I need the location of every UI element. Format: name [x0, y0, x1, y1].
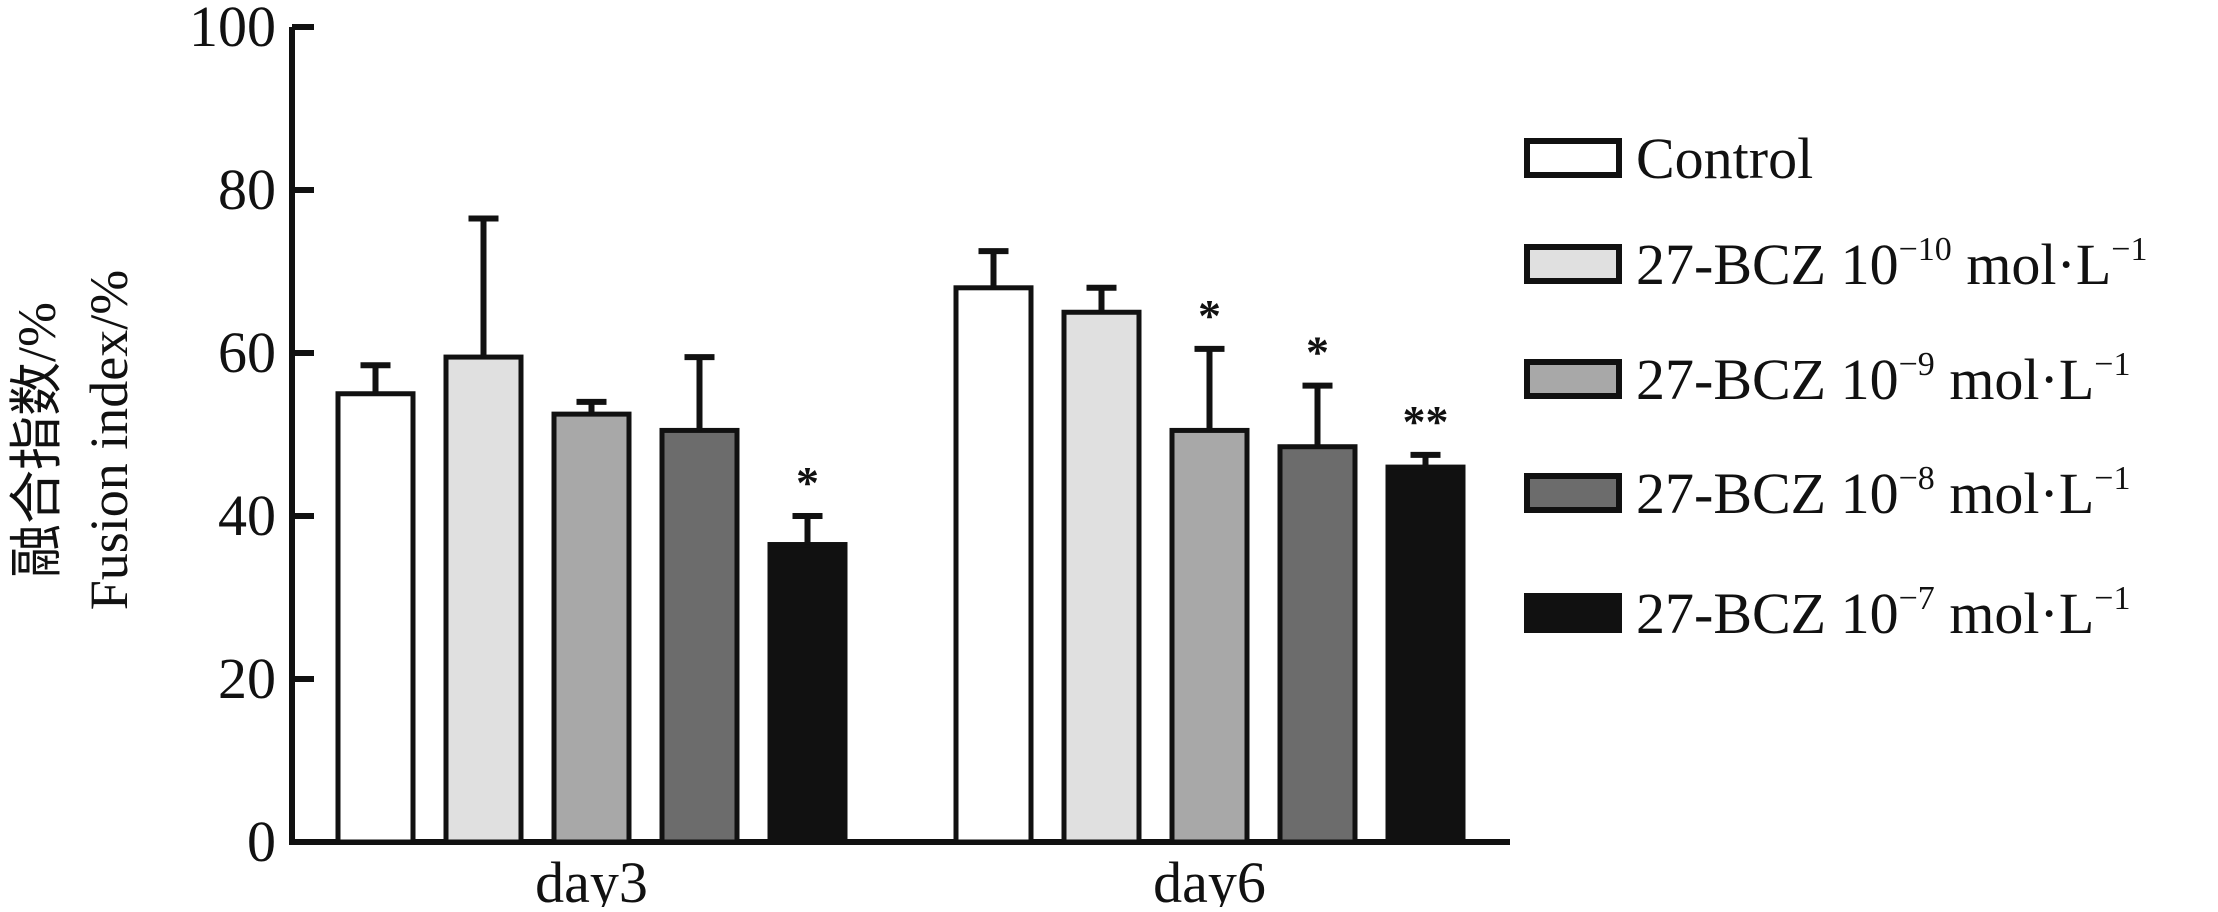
significance-label: * — [796, 457, 819, 508]
significance-label: * — [1198, 290, 1221, 341]
y-tick-label: 100 — [189, 0, 276, 59]
bar — [1277, 444, 1358, 845]
legend-swatch — [1524, 473, 1622, 513]
legend-swatch — [1524, 138, 1622, 178]
y-axis-title: Fusion index/% — [79, 270, 139, 611]
bar — [443, 354, 524, 845]
legend-swatch — [1524, 593, 1622, 633]
bar — [551, 411, 632, 845]
bar — [335, 391, 416, 845]
bar — [767, 542, 848, 845]
significance-label: ** — [1403, 396, 1449, 447]
y-axis-title-cn: 融合指数/% — [7, 302, 67, 578]
bar — [953, 285, 1034, 845]
x-tick-label: day6 — [1153, 850, 1266, 907]
legend-label: 27-BCZ 10−7 mol·L−1 — [1636, 580, 2130, 646]
y-tick-label: 80 — [218, 157, 276, 222]
x-tick-label: day3 — [535, 850, 648, 907]
y-tick-label: 0 — [247, 809, 276, 874]
y-tick-label: 60 — [218, 320, 276, 385]
legend-swatch — [1524, 244, 1622, 284]
bar — [1169, 427, 1250, 845]
significance-label: * — [1306, 327, 1329, 378]
legend-label: 27-BCZ 10−8 mol·L−1 — [1636, 460, 2130, 526]
y-tick-label: 20 — [218, 646, 276, 711]
y-tick-label: 40 — [218, 483, 276, 548]
legend-swatch — [1524, 359, 1622, 399]
bar — [1061, 309, 1142, 845]
bar — [1385, 464, 1466, 845]
legend-label: Control — [1636, 126, 1813, 191]
legend-label: 27-BCZ 10−10 mol·L−1 — [1636, 231, 2147, 297]
legend-label: 27-BCZ 10−9 mol·L−1 — [1636, 346, 2130, 412]
bar — [659, 427, 740, 845]
